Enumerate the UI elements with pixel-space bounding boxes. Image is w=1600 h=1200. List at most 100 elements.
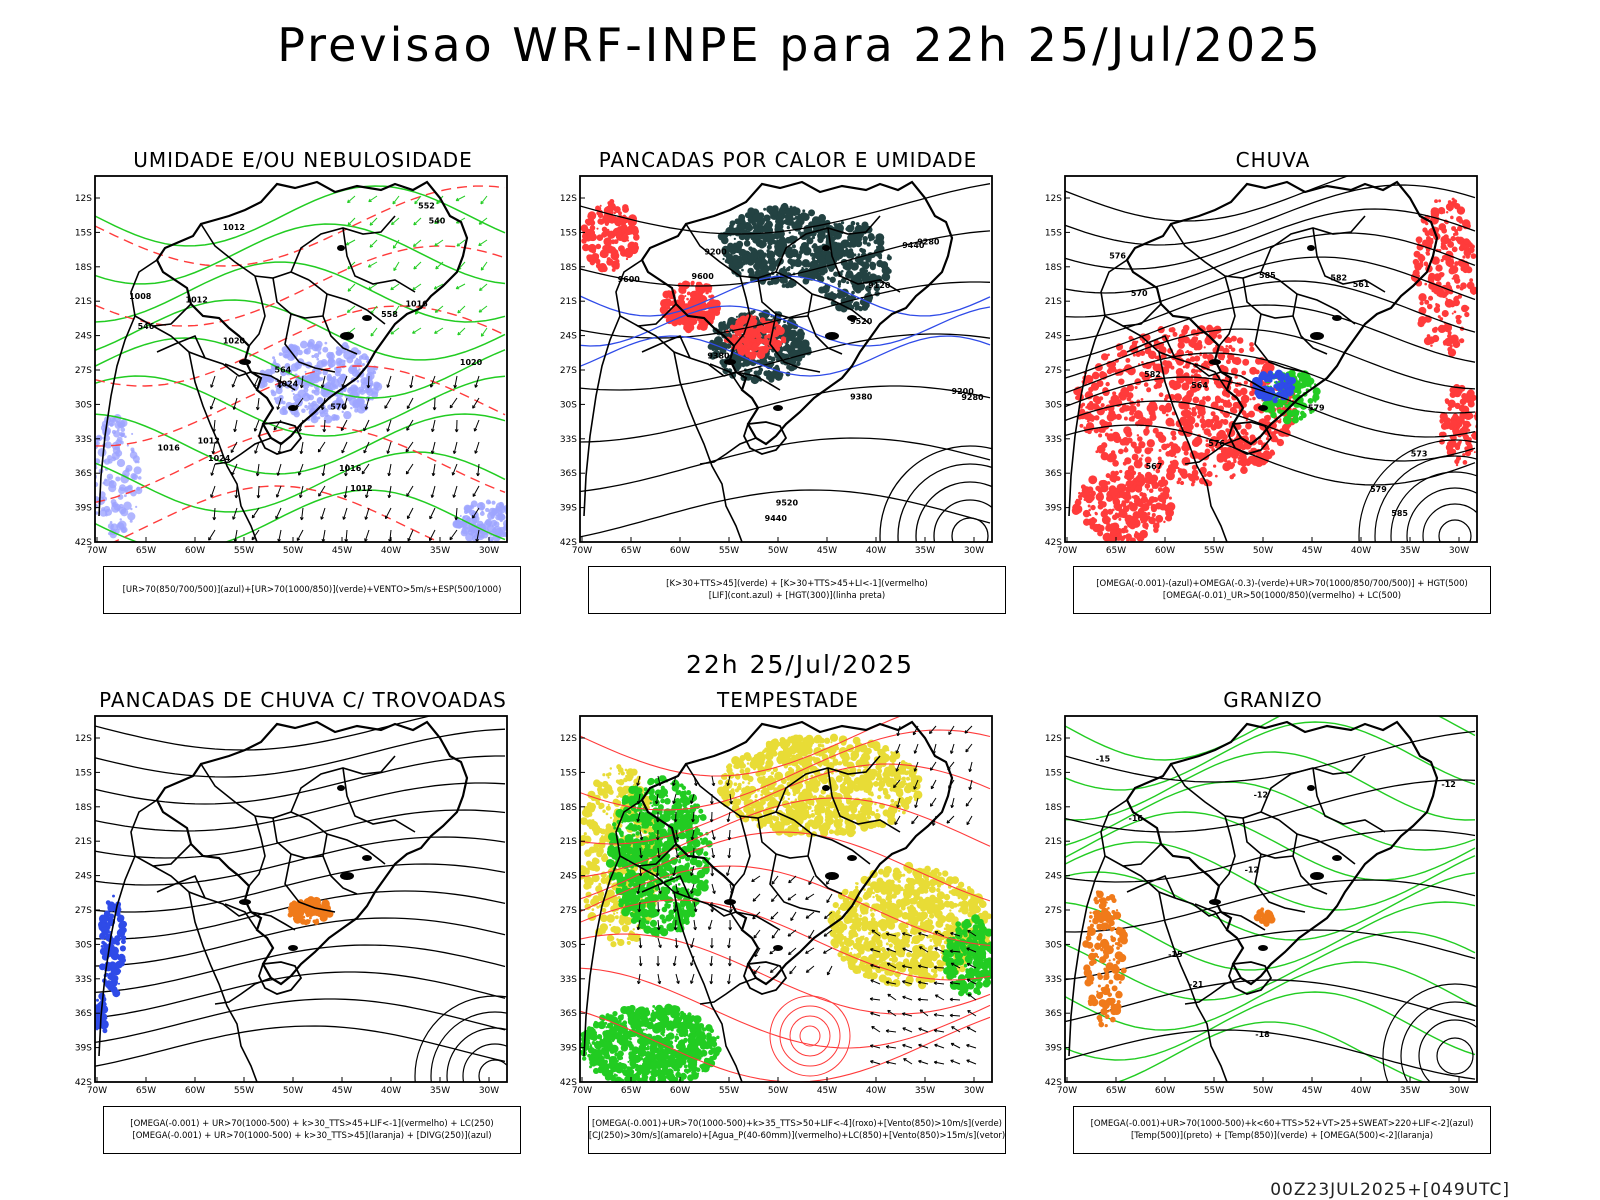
lon-tick-label: 50W — [768, 1086, 788, 1096]
lon-tick-label: 30W — [964, 546, 984, 556]
legend-line: [UR>70(850/700/500)](azul)+[UR>70(1000/8… — [122, 585, 502, 595]
contour-label: 1012 — [198, 437, 220, 446]
lat-tick-label: 39S — [1045, 504, 1062, 514]
lat-tick-label: 27S — [560, 366, 577, 376]
lon-tick-label: 35W — [430, 1086, 450, 1096]
lat-tick-label: 42S — [1045, 1078, 1062, 1088]
lon-tick-label: 40W — [381, 546, 401, 556]
lat-tick-label: 33S — [1045, 435, 1062, 445]
lat-tick-label: 21S — [560, 837, 577, 847]
contour-label: -15 — [1096, 755, 1111, 764]
lat-tick-label: 30S — [75, 400, 92, 410]
contour-label: 9280 — [961, 393, 984, 402]
contour-label: -21 — [1189, 980, 1204, 989]
lon-tick-label: 40W — [1351, 546, 1371, 556]
lon-tick-label: 40W — [1351, 1086, 1371, 1096]
lat-tick-label: 33S — [1045, 975, 1062, 985]
lon-tick-label: 35W — [915, 546, 935, 556]
lat-tick-label: 15S — [75, 228, 92, 238]
lat-tick-label: 18S — [560, 803, 577, 813]
lon-tick-label: 65W — [621, 546, 641, 556]
contour-label: 9200 — [952, 387, 975, 396]
lat-tick-label: 18S — [1045, 263, 1062, 273]
lon-tick-label: 60W — [670, 546, 690, 556]
lon-tick-label: 60W — [1155, 546, 1175, 556]
lat-tick-label: 18S — [75, 263, 92, 273]
panel-legend: [OMEGA(-0.001)-(azul)+OMEGA(-0.3)-(verde… — [1073, 566, 1491, 614]
lon-tick-label: 65W — [621, 1086, 641, 1096]
contour-label: 1008 — [129, 292, 152, 301]
legend-line: [Temp(500)](preto) + [Temp(850)](verde) … — [1130, 1131, 1434, 1141]
lat-tick-label: 12S — [75, 734, 92, 744]
contour-label: 1016 — [158, 443, 181, 452]
contour-label: 582 — [1144, 370, 1161, 379]
lat-tick-label: 30S — [1045, 940, 1062, 950]
lon-tick-label: 35W — [1400, 1086, 1420, 1096]
contour-label: 546 — [138, 322, 155, 331]
lon-tick-label: 70W — [1057, 546, 1077, 556]
contour-label: 579 — [1308, 403, 1325, 412]
lon-tick-label: 55W — [1204, 546, 1224, 556]
panel-title: GRANIZO — [1223, 688, 1323, 712]
lon-tick-label: 45W — [817, 546, 837, 556]
lon-tick-label: 45W — [1302, 546, 1322, 556]
lat-tick-label: 24S — [1045, 332, 1062, 342]
lat-tick-label: 36S — [1045, 1009, 1062, 1019]
lat-tick-label: 12S — [75, 194, 92, 204]
lat-tick-label: 33S — [560, 435, 577, 445]
lat-tick-label: 15S — [1045, 228, 1062, 238]
contour-label: 564 — [275, 365, 292, 374]
panel-umidade: UMIDADE E/OU NEBULOSIDADE [UR>70(850/700… — [73, 148, 533, 638]
panel-chuva: CHUVA [OMEGA(-0.001)-(azul)+OMEGA(-0.3)-… — [1043, 148, 1503, 638]
lon-tick-label: 35W — [430, 546, 450, 556]
contour-label: 9440 — [765, 514, 788, 523]
lat-tick-label: 36S — [1045, 469, 1062, 479]
lon-tick-label: 70W — [572, 546, 592, 556]
lon-tick-label: 45W — [332, 546, 352, 556]
lat-tick-label: 36S — [75, 469, 92, 479]
lat-tick-label: 33S — [75, 435, 92, 445]
lat-tick-label: 24S — [75, 332, 92, 342]
lon-tick-label: 35W — [1400, 546, 1420, 556]
contour-label: 573 — [1411, 449, 1428, 458]
lon-tick-label: 60W — [670, 1086, 690, 1096]
legend-line: [OMEGA(-0.001)-(azul)+OMEGA(-0.3)-(verde… — [1096, 579, 1468, 589]
lon-tick-label: 70W — [87, 1086, 107, 1096]
main-title: Previsao WRF-INPE para 22h 25/Jul/2025 — [277, 18, 1323, 72]
lat-tick-label: 21S — [75, 297, 92, 307]
lon-tick-label: 60W — [185, 1086, 205, 1096]
lat-tick-label: 27S — [1045, 366, 1062, 376]
lat-tick-label: 36S — [75, 1009, 92, 1019]
legend-line: [OMEGA(-0.001)+UR>70(1000-500)+k<60+TTS>… — [1090, 1119, 1474, 1129]
panel-trovoadas: PANCADAS DE CHUVA C/ TROVOADAS [OMEGA(-0… — [73, 688, 533, 1178]
lon-tick-label: 70W — [87, 546, 107, 556]
lon-tick-label: 65W — [136, 1086, 156, 1096]
lon-tick-label: 55W — [719, 1086, 739, 1096]
legend-line: [OMEGA(-0.001) + UR>70(1000-500) + k>30_… — [132, 1131, 492, 1141]
lat-tick-label: 39S — [75, 504, 92, 514]
lat-tick-label: 33S — [75, 975, 92, 985]
lat-tick-label: 42S — [560, 538, 577, 548]
lat-tick-label: 18S — [75, 803, 92, 813]
contour-label: 558 — [381, 310, 398, 319]
panel-legend: [OMEGA(-0.001) + UR>70(1000-500) + k>30_… — [103, 1106, 521, 1154]
legend-line: [OMEGA(-0.001) + UR>70(1000-500) + k>30_… — [130, 1119, 494, 1129]
lon-tick-label: 60W — [1155, 1086, 1175, 1096]
contour-label: 9600 — [618, 275, 641, 284]
panel-title: TEMPESTADE — [717, 688, 859, 712]
lon-tick-label: 70W — [1057, 1086, 1077, 1096]
panel-pancadas-calor: PANCADAS POR CALOR E UMIDADE [K>30+TTS>4… — [558, 148, 1018, 638]
lat-tick-label: 36S — [560, 1009, 577, 1019]
lon-tick-label: 70W — [572, 1086, 592, 1096]
lat-tick-label: 15S — [560, 768, 577, 778]
contour-label: -12 — [1245, 865, 1259, 874]
lat-tick-label: 30S — [1045, 400, 1062, 410]
legend-line: [OMEGA(-0.001)+UR>70(1000-500)+k>35_TTS>… — [592, 1119, 1002, 1129]
panel-granizo: GRANIZO [OMEGA(-0.001)+UR>70(1000-500)+k… — [1043, 688, 1503, 1178]
panel-legend: [OMEGA(-0.001)+UR>70(1000-500)+k>35_TTS>… — [588, 1106, 1006, 1154]
lat-tick-label: 27S — [75, 906, 92, 916]
panel-tempestade: TEMPESTADE [OMEGA(-0.001)+UR>70(1000-500… — [558, 688, 1018, 1178]
lat-tick-label: 15S — [560, 228, 577, 238]
lat-tick-label: 24S — [75, 872, 92, 882]
